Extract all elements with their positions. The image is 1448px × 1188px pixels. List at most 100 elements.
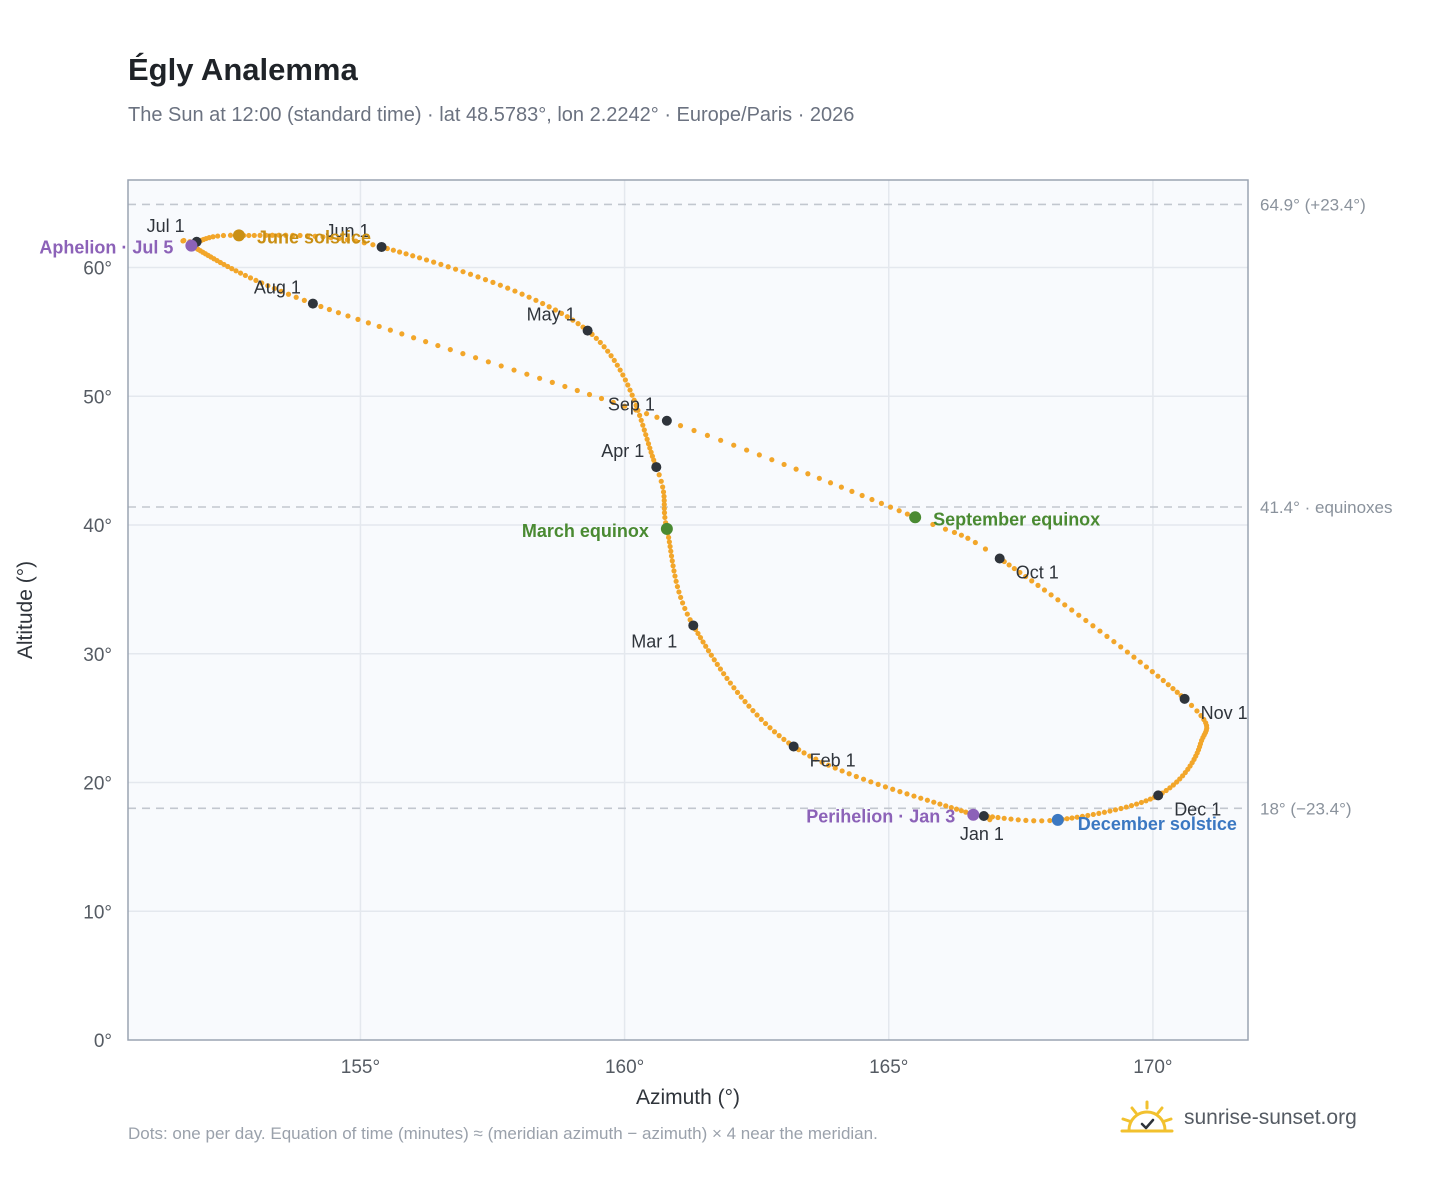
day-dot bbox=[904, 791, 910, 797]
plot-frame bbox=[127, 179, 1249, 1041]
day-dot bbox=[1149, 669, 1155, 675]
day-dot bbox=[1170, 782, 1176, 788]
day-dot bbox=[1008, 816, 1014, 822]
day-dot bbox=[1147, 796, 1153, 802]
day-dot bbox=[285, 291, 292, 297]
month-marker bbox=[651, 462, 662, 473]
day-dot bbox=[336, 235, 342, 242]
day-dot bbox=[1131, 654, 1137, 660]
day-dot bbox=[633, 407, 639, 413]
day-dot bbox=[625, 382, 631, 388]
day-dot bbox=[614, 362, 620, 368]
day-dot bbox=[387, 327, 393, 333]
day-dot bbox=[1138, 799, 1145, 806]
day-dot bbox=[1143, 664, 1150, 670]
day-dot bbox=[890, 786, 896, 792]
day-dot bbox=[911, 793, 917, 799]
day-dot bbox=[445, 264, 451, 270]
day-dot bbox=[335, 310, 342, 316]
day-dot bbox=[1011, 565, 1017, 572]
day-dot bbox=[807, 753, 813, 759]
event-marker bbox=[967, 808, 980, 821]
day-dot bbox=[564, 314, 570, 320]
reference-line-label: 64.9° (+23.4°) bbox=[1260, 195, 1366, 214]
day-dot bbox=[793, 466, 799, 472]
day-dot bbox=[661, 505, 667, 512]
month-label: Feb 1 bbox=[810, 750, 856, 770]
day-dot bbox=[654, 414, 660, 420]
reference-lines: 64.9° (+23.4°) 41.4° · equinoxes 18° (−23.… bbox=[128, 195, 1393, 818]
day-dot bbox=[376, 323, 382, 330]
day-dot bbox=[717, 666, 724, 672]
day-dot bbox=[1160, 677, 1166, 684]
day-dot bbox=[611, 357, 617, 364]
day-dot bbox=[1031, 818, 1037, 824]
event-label: June solstice bbox=[257, 227, 371, 247]
day-dot bbox=[1090, 811, 1096, 818]
day-dot bbox=[756, 452, 762, 458]
day-dot bbox=[431, 259, 437, 265]
day-dot bbox=[671, 568, 677, 574]
reference-line-label: 18° (−23.4°) bbox=[1260, 799, 1352, 818]
day-dot bbox=[1118, 644, 1124, 650]
day-dot bbox=[1041, 587, 1048, 593]
month-label: Dec 1 bbox=[1174, 799, 1221, 819]
day-dot bbox=[180, 238, 186, 244]
month-marker bbox=[582, 325, 593, 336]
day-dot bbox=[718, 437, 724, 443]
day-dot bbox=[869, 496, 875, 503]
day-dot bbox=[1047, 817, 1053, 824]
day-dot bbox=[989, 814, 996, 820]
brand-text: sunrise-sunset.org bbox=[1184, 1106, 1357, 1129]
day-dot bbox=[948, 804, 954, 811]
day-dot bbox=[677, 423, 684, 429]
day-dot bbox=[1194, 708, 1200, 714]
month-label: Sep 1 bbox=[608, 395, 655, 415]
brand[interactable]: sunrise-sunset.org bbox=[1120, 1100, 1357, 1136]
day-dot bbox=[1083, 617, 1089, 624]
day-dot bbox=[1085, 812, 1091, 819]
day-dot bbox=[283, 232, 289, 238]
day-dot bbox=[937, 801, 943, 807]
day-dot bbox=[242, 272, 248, 279]
day-dot bbox=[482, 277, 489, 283]
day-dot bbox=[1107, 808, 1113, 814]
day-dot bbox=[629, 392, 635, 398]
day-dot bbox=[644, 436, 650, 442]
day-dot bbox=[658, 478, 664, 484]
day-dot bbox=[1048, 592, 1054, 598]
day-dot bbox=[1112, 807, 1119, 813]
day-dot bbox=[1062, 602, 1068, 608]
day-dot bbox=[846, 771, 852, 777]
day-dot bbox=[762, 720, 769, 727]
month-label: Jul 1 bbox=[147, 216, 185, 236]
day-dot bbox=[301, 297, 307, 303]
day-dot bbox=[958, 808, 964, 814]
day-dot bbox=[524, 371, 530, 377]
day-dot bbox=[801, 750, 807, 756]
day-dot bbox=[839, 768, 845, 774]
day-dot bbox=[963, 809, 969, 815]
day-dot bbox=[1023, 817, 1029, 823]
day-dot bbox=[875, 781, 881, 787]
y-tick-label: 10° bbox=[83, 902, 112, 923]
day-dot bbox=[827, 480, 834, 486]
day-dot bbox=[953, 806, 960, 812]
day-dot bbox=[1174, 689, 1180, 695]
day-dot bbox=[678, 594, 684, 601]
day-dot bbox=[586, 391, 593, 398]
chart-title: Égly Analemma bbox=[128, 52, 358, 87]
day-dot bbox=[758, 716, 764, 722]
x-tick-label: 165° bbox=[869, 1057, 908, 1078]
x-tick-label: 155° bbox=[341, 1057, 380, 1078]
day-dot bbox=[265, 283, 271, 289]
day-dot bbox=[512, 288, 518, 294]
event-markers: June solstice Aphelion · Jul 5 March equin… bbox=[39, 227, 1237, 833]
day-dot bbox=[640, 422, 646, 428]
day-dot bbox=[691, 427, 697, 434]
day-dot bbox=[253, 277, 259, 284]
day-dot bbox=[643, 411, 650, 417]
day-dot bbox=[505, 285, 511, 291]
day-dot bbox=[365, 320, 371, 326]
day-dot bbox=[734, 689, 741, 695]
